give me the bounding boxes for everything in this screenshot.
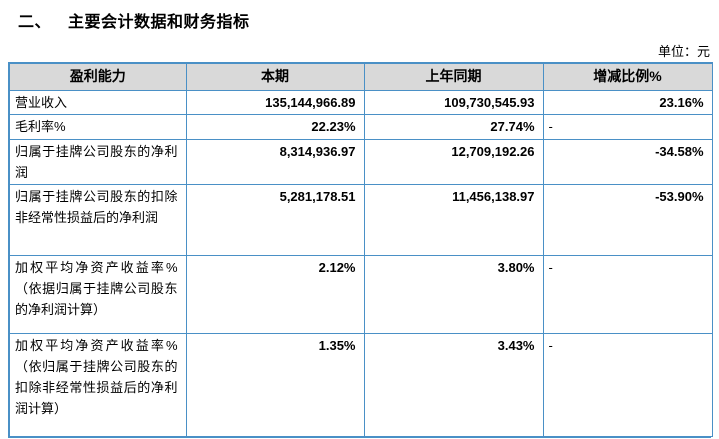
table-header-row: 盈利能力 本期 上年同期 增减比例% [8,62,713,91]
current-period-cell: 2.12% [185,254,365,334]
prior-period-cell: 27.74% [363,113,544,140]
prior-period-cell: 109,730,545.93 [363,89,544,115]
prior-period-cell: 3.43% [363,332,544,437]
row-label-cell: 营业收入 [8,89,187,115]
header-current-period: 本期 [185,62,365,91]
current-period-cell: 5,281,178.51 [185,183,365,256]
prior-period-cell: 3.80% [363,254,544,334]
section-number: 二、 [18,14,52,31]
current-period-cell: 22.23% [185,113,365,140]
row-label-cell: 加权平均净资产收益率%（依据归属于挂牌公司股东的净利润计算） [8,254,187,334]
table-row: 加权平均净资产收益率%（依归属于挂牌公司股东的扣除非经常性损益后的净利润计算） 1… [8,332,713,437]
change-ratio-cell: 23.16% [542,89,713,115]
change-ratio-cell: -53.90% [542,183,713,256]
row-label-cell: 加权平均净资产收益率%（依归属于挂牌公司股东的扣除非经常性损益后的净利润计算） [8,332,187,437]
table-row: 加权平均净资产收益率%（依据归属于挂牌公司股东的净利润计算） 2.12% 3.80%… [8,254,713,334]
current-period-cell: 8,314,936.97 [185,138,365,185]
row-label-cell: 归属于挂牌公司股东的净利润 [8,138,187,185]
table-row: 归属于挂牌公司股东的扣除非经常性损益后的净利润 5,281,178.51 11,45… [8,183,713,256]
header-prior-period: 上年同期 [363,62,544,91]
unit-label: 单位：元 [657,44,710,59]
prior-period-cell: 11,456,138.97 [363,183,544,256]
current-period-cell: 1.35% [185,332,365,437]
header-change-ratio: 增减比例% [542,62,713,91]
financial-indicators-table: 盈利能力 本期 上年同期 增减比例% 营业收入 135,144,966.89 109… [8,62,713,437]
change-ratio-cell: - [542,254,713,334]
row-label-cell: 归属于挂牌公司股东的扣除非经常性损益后的净利润 [8,183,187,256]
section-title-text: 主要会计数据和财务指标 [68,14,250,31]
change-ratio-cell: - [542,113,713,140]
row-label-cell: 毛利率% [8,113,187,140]
section-title: 二、 主要会计数据和财务指标 [18,8,250,32]
table-row: 营业收入 135,144,966.89 109,730,545.93 23.16% [8,89,713,115]
next-table-top-border [8,436,711,439]
change-ratio-cell: - [542,332,713,437]
prior-period-cell: 12,709,192.26 [363,138,544,185]
change-ratio-cell: -34.58% [542,138,713,185]
table-row: 毛利率% 22.23% 27.74% - [8,113,713,140]
header-profitability: 盈利能力 [8,62,187,91]
current-period-cell: 135,144,966.89 [185,89,365,115]
table-row: 归属于挂牌公司股东的净利润 8,314,936.97 12,709,192.26 -3… [8,138,713,185]
